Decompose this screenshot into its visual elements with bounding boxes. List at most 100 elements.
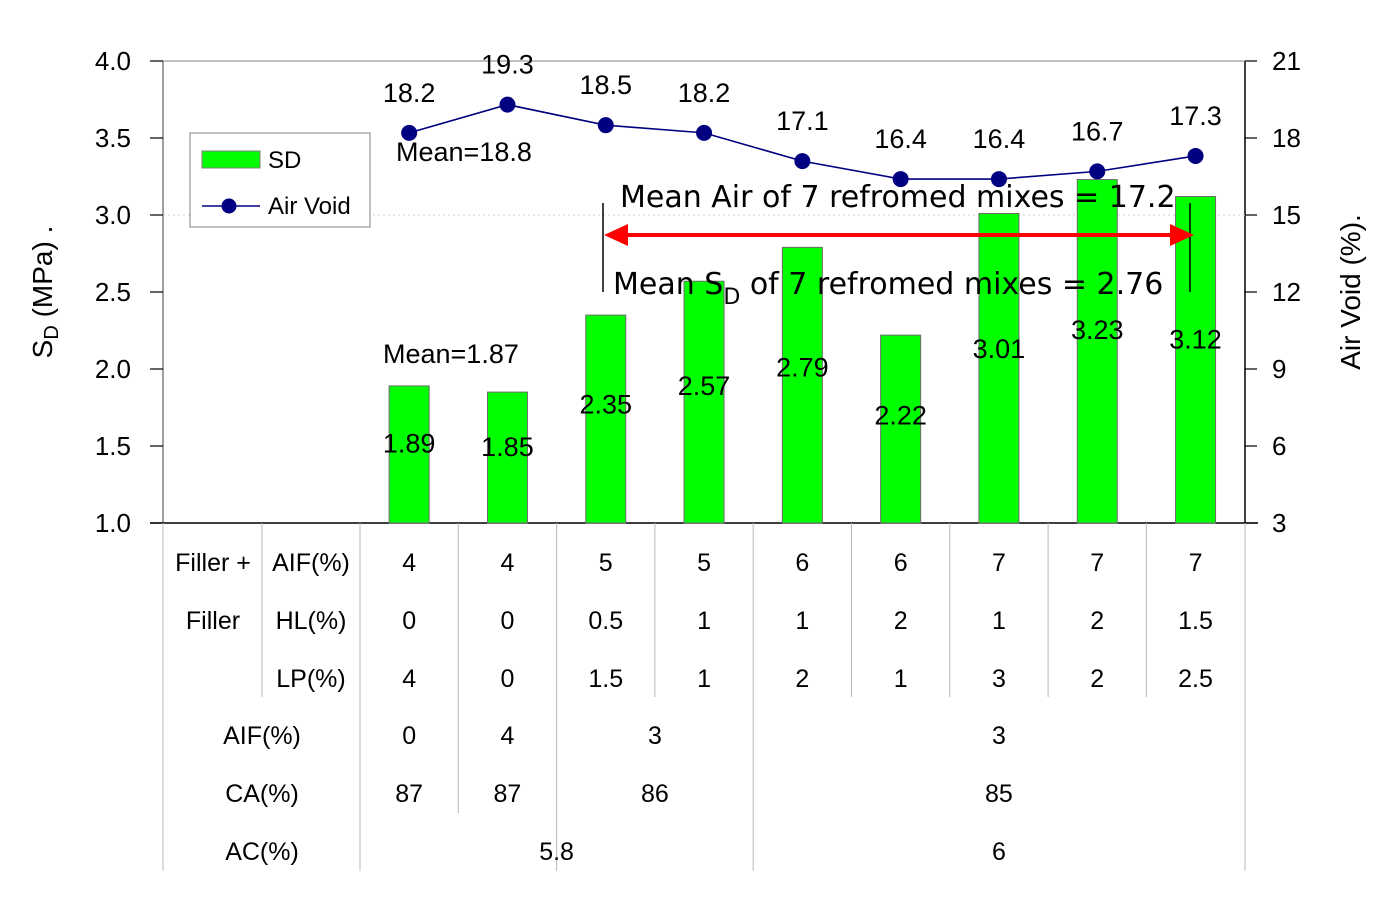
table-cell: 6 [992,838,1006,866]
y-axis-left-title-rest: (MPa) . [27,226,58,326]
point-airvoid [1089,163,1106,180]
table-cell: 7 [1090,549,1104,577]
annotation-mean-air-reformed: Mean Air of 7 refromed mixes = 17.2 [620,180,1176,215]
y-right-tick-label: 15 [1272,200,1301,230]
annotation-mean-sd-reformed-sub: D [723,285,740,310]
point-airvoid-value-label: 19.3 [481,50,534,80]
bar-sd [486,391,528,524]
bar-sd-value-label: 2.22 [874,401,927,431]
table-cell: 0.5 [588,607,623,635]
legend-label-sd: SD [268,147,301,174]
table-cell: 3 [992,665,1006,693]
table-cell: 6 [894,549,908,577]
point-airvoid-value-label: 17.1 [776,106,829,136]
point-airvoid [892,171,909,188]
table-row-label: AIF(%) [272,549,350,577]
table-cell: 3 [992,722,1006,750]
bar-sd-value-label: 1.85 [481,432,534,462]
table-cell: 2 [795,665,809,693]
table-cell: 5.8 [539,838,574,866]
y-right-tick-label: 18 [1272,123,1301,153]
point-airvoid-value-label: 18.2 [678,78,731,108]
bar-sd [880,334,922,524]
y-right-tick-label: 9 [1272,354,1286,384]
point-airvoid [401,124,418,141]
table-cell: 2 [1090,607,1104,635]
table-cell: 1.5 [1178,607,1213,635]
y-left-tick-label: 2.0 [95,354,131,384]
table-cell: 1 [894,665,908,693]
table-cell: 1 [992,607,1006,635]
y-axis-right-title: Air Void (%). [1335,214,1366,370]
y-left-tick-label: 3.0 [95,200,131,230]
table-row-label: CA(%) [225,780,299,808]
range-arrowhead-right [1170,224,1194,246]
bar-sd [1175,196,1217,524]
table-cell: 7 [1189,549,1203,577]
legend-marker-airvoid [221,198,237,214]
table-cell: 0 [402,722,416,750]
table-cell: 5 [697,549,711,577]
point-airvoid-value-label: 16.4 [874,124,927,154]
point-airvoid [597,117,614,134]
table-cell: 85 [985,780,1013,808]
table-cell: 2 [894,607,908,635]
table-cell: 4 [402,549,416,577]
table-cell: 4 [500,549,514,577]
table-cell: 4 [500,722,514,750]
table-cell: 87 [395,780,423,808]
y-axis-left-title-sub: D [41,325,63,339]
point-airvoid [696,124,713,141]
table-cell: 0 [402,607,416,635]
point-airvoid-value-label: 17.3 [1169,101,1222,131]
y-right-tick-label: 21 [1272,46,1301,76]
bar-sd-value-label: 3.12 [1169,324,1222,354]
table-row-label: LP(%) [276,665,345,693]
table-row-label: HL(%) [276,607,347,635]
annotation-mean-sd-reformed-pre: Mean S [613,267,723,302]
table-cell: 2.5 [1178,665,1213,693]
y-left-tick-label: 1.5 [95,431,131,461]
table-cell: 6 [795,549,809,577]
bar-sd-value-label: 2.57 [678,371,731,401]
bar-sd-value-label: 2.35 [579,390,632,420]
table-cell: 87 [494,780,522,808]
bar-sd [585,314,627,524]
bar-sd [978,212,1020,524]
table-cell: 0 [500,665,514,693]
table-cell: 86 [641,780,669,808]
bar-sd [388,385,430,524]
table-cell: 1 [697,665,711,693]
y-left-tick-label: 2.5 [95,277,131,307]
y-axis-left-title: SD (MPa) . [27,226,63,359]
bar-sd [1076,179,1118,524]
bar-sd [683,280,725,524]
table-group-label: Filler [186,607,240,635]
bar-sd-value-label: 3.23 [1071,315,1124,345]
bar-sd-value-label: 2.79 [776,352,829,382]
annotation-mean-sd-first: Mean=1.87 [383,339,519,369]
y-left-tick-label: 3.5 [95,123,131,153]
point-airvoid-value-label: 18.2 [383,78,436,108]
bar-sd [781,246,823,524]
table-cell: 1.5 [588,665,623,693]
legend-box [189,132,371,228]
table-cell: 7 [992,549,1006,577]
annotation-mean-sd-reformed-post: of 7 refromed mixes = 2.76 [740,267,1163,302]
bar-sd-value-label: 3.01 [973,334,1026,364]
table-cell: 0 [500,607,514,635]
point-airvoid [990,171,1007,188]
table-cell: 1 [795,607,809,635]
point-airvoid-value-label: 16.4 [973,124,1026,154]
y-right-tick-label: 6 [1272,431,1286,461]
table-cell: 1 [697,607,711,635]
y-right-tick-label: 3 [1272,508,1286,538]
point-airvoid-value-label: 16.7 [1071,116,1124,146]
point-airvoid [1187,147,1204,164]
point-airvoid-value-label: 18.5 [579,70,632,100]
table-cell: 4 [402,665,416,693]
range-arrowhead-left [604,224,628,246]
annotation-mean-air-first: Mean=18.8 [396,137,532,167]
y-right-tick-label: 12 [1272,277,1301,307]
